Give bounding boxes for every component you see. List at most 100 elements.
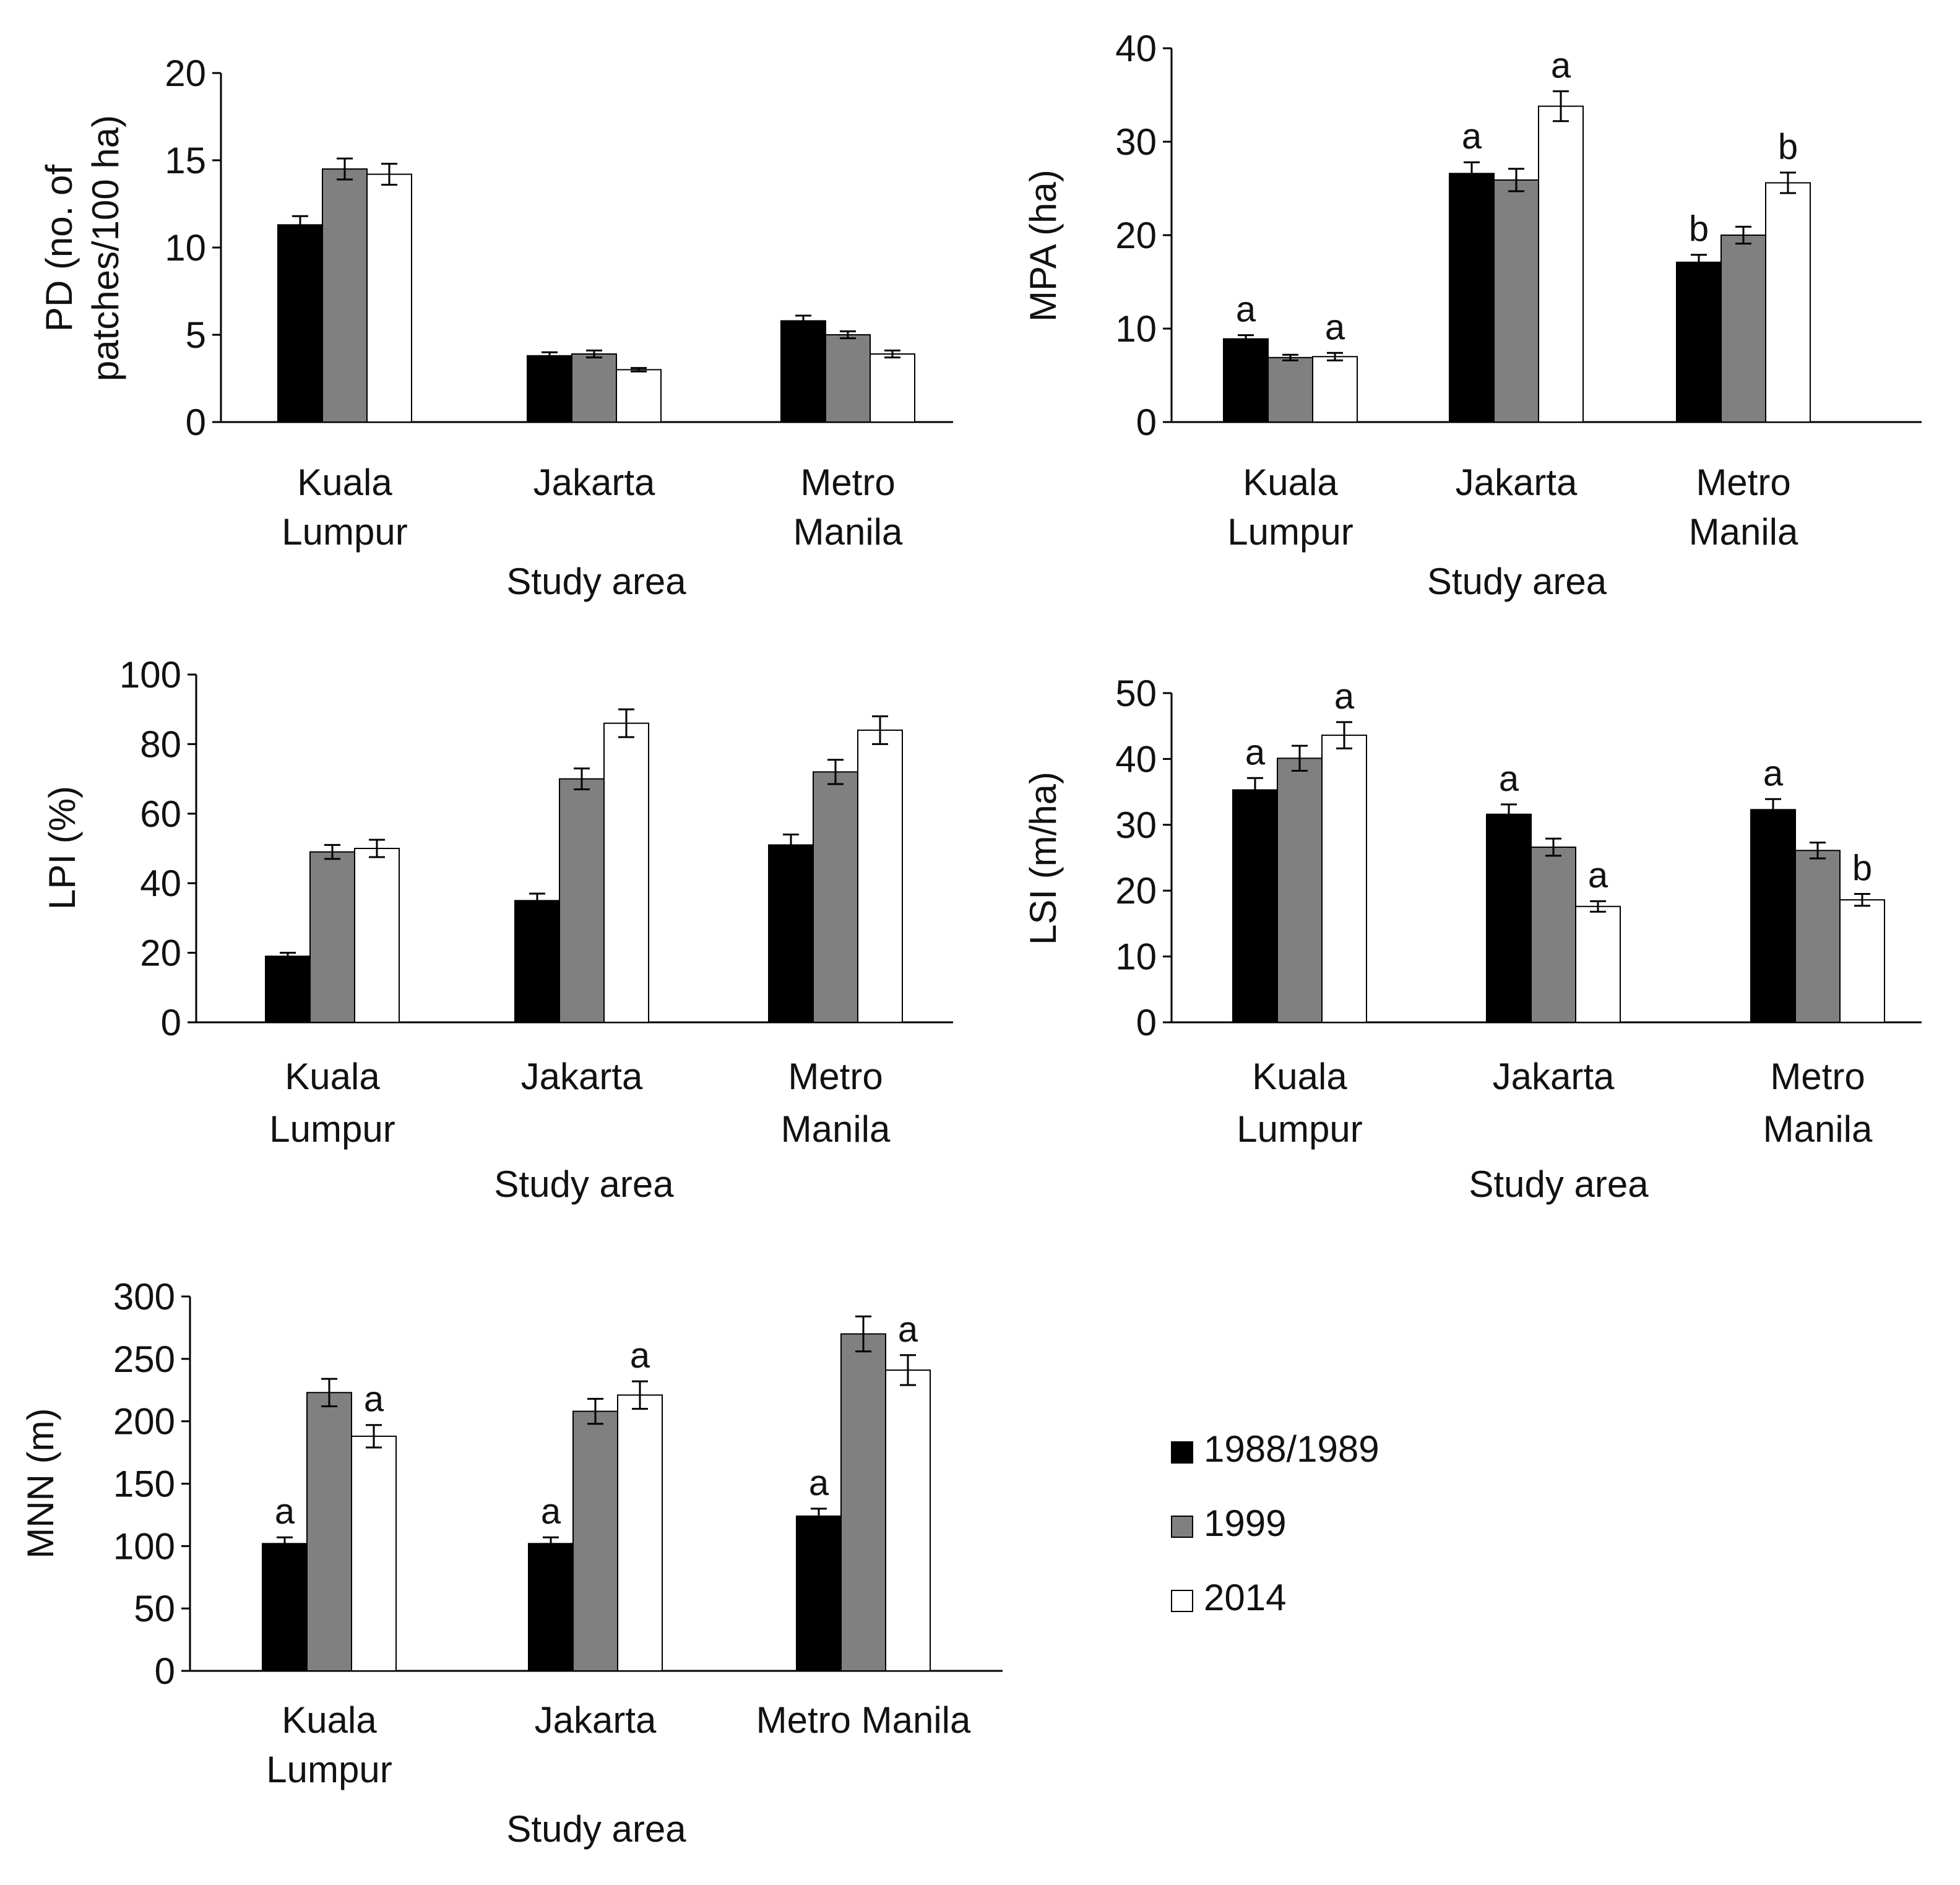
bar-1999-kuala-lumpur [1267, 356, 1313, 423]
category-label-kuala-lumpur: Lumpur [1227, 511, 1353, 553]
x-axis-label: Study area [1427, 561, 1607, 602]
bar-1988-1989-kuala-lumpur [265, 955, 311, 1023]
y-tick-label: 40 [1115, 738, 1157, 780]
x-axis-label: Study area [506, 561, 686, 602]
bar-1988-1989-metro-manila [796, 1515, 842, 1672]
bar-2014-jakarta [616, 369, 662, 423]
category-label-jakarta: Jakarta [1493, 1056, 1615, 1097]
significance-letter: a [1245, 732, 1266, 772]
y-tick-label: 40 [1115, 28, 1157, 69]
bar-2014-jakarta [617, 1394, 663, 1671]
lsi-chart: 0 10 20 30 40 50 LSI (m/ha) Study area Kuala Lump… [1022, 673, 1922, 1205]
y-axis-label: patches/100 ha) [85, 115, 126, 381]
y-tick-label: 200 [113, 1401, 175, 1443]
significance-letter: a [1763, 753, 1784, 793]
bar-1988-1989-jakarta [1449, 173, 1495, 423]
bar-1999-kuala-lumpur [309, 851, 355, 1023]
bar-1999-jakarta [1530, 846, 1576, 1023]
category-label-metro-manila: Metro Manila [756, 1699, 971, 1741]
y-tick-label: 50 [134, 1588, 175, 1629]
legend-swatch-1999 [1171, 1516, 1193, 1538]
y-axis-label: MNN (m) [20, 1408, 61, 1558]
significance-letter: a [1551, 45, 1571, 85]
bar-1999-jakarta [559, 778, 605, 1023]
bar-1988-1989-kuala-lumpur [1232, 789, 1278, 1023]
legend: 1988/1989 1999 2014 [1171, 1428, 1379, 1618]
significance-letter: a [541, 1491, 561, 1532]
category-label-metro-manila: Manila [1689, 511, 1798, 553]
y-tick-label: 20 [1115, 215, 1157, 256]
y-axis-label: PD (no. of [38, 165, 80, 332]
category-label-kuala-lumpur: Lumpur [1237, 1108, 1362, 1150]
y-tick-label: 100 [113, 1525, 175, 1567]
y-tick-label: 20 [1115, 870, 1157, 912]
y-tick-label: 40 [140, 863, 181, 904]
category-label-kuala-lumpur: Kuala [282, 1699, 377, 1741]
x-axis-label: Study area [494, 1163, 674, 1205]
bar-1999-kuala-lumpur [322, 168, 368, 423]
significance-letter: a [364, 1379, 384, 1420]
category-label-kuala-lumpur: Lumpur [269, 1108, 395, 1150]
bar-1988-1989-kuala-lumpur [262, 1543, 308, 1672]
significance-letter: a [275, 1491, 295, 1532]
bar-1999-metro-manila [825, 334, 871, 423]
y-axis-label: MPA (ha) [1022, 170, 1064, 322]
significance-letter: b [1778, 127, 1798, 167]
bar-2014-jakarta [1538, 105, 1584, 423]
x-axis-label: Study area [506, 1808, 686, 1850]
y-tick-label: 300 [113, 1276, 175, 1318]
bar-1988-1989-jakarta [1486, 813, 1532, 1023]
lpi-chart: 0 20 40 60 80 100 LPI (%) Study area Kuala Lumpur… [41, 654, 953, 1205]
y-tick-label: 150 [113, 1464, 175, 1505]
bar-2014-jakarta [603, 722, 649, 1024]
significance-letter: b [1852, 848, 1872, 889]
bar-1988-1989-metro-manila [1676, 261, 1722, 423]
significance-letter: a [1325, 307, 1345, 347]
legend-swatch-1988 [1171, 1441, 1193, 1464]
y-tick-label: 50 [1115, 673, 1157, 714]
bar-1999-metro-manila [1720, 235, 1766, 423]
y-tick-label: 0 [186, 402, 206, 443]
y-tick-label: 5 [186, 314, 206, 356]
bar-1988-1989-metro-manila [780, 320, 826, 423]
bar-1999-jakarta [572, 1410, 618, 1672]
significance-letter: a [1462, 116, 1482, 157]
bar-1999-kuala-lumpur [1277, 757, 1323, 1024]
category-label-metro-manila: Metro [1770, 1056, 1865, 1097]
category-label-jakarta: Jakarta [521, 1056, 643, 1097]
bar-2014-metro-manila [870, 353, 915, 423]
y-tick-label: 20 [140, 933, 181, 974]
significance-letter: a [809, 1463, 829, 1503]
y-tick-label: 250 [113, 1339, 175, 1380]
category-label-kuala-lumpur: Kuala [285, 1056, 380, 1097]
category-label-kuala-lumpur: Lumpur [266, 1749, 392, 1790]
x-axis-label: Study area [1469, 1163, 1649, 1205]
bar-1999-metro-manila [813, 771, 858, 1023]
significance-letter: a [1499, 759, 1519, 799]
bar-1999-kuala-lumpur [306, 1392, 352, 1672]
category-label-metro-manila: Manila [1763, 1108, 1873, 1150]
y-tick-label: 10 [1115, 308, 1157, 350]
significance-letter: a [898, 1309, 918, 1350]
category-label-kuala-lumpur: Kuala [1243, 462, 1338, 503]
category-label-kuala-lumpur: Kuala [297, 462, 392, 503]
significance-letter: a [1334, 676, 1355, 717]
bar-1988-1989-kuala-lumpur [1223, 338, 1269, 423]
bar-2014-metro-manila [857, 729, 903, 1024]
y-tick-label: 30 [1115, 121, 1157, 163]
y-axis-label: LPI (%) [41, 786, 83, 910]
bar-1988-1989-jakarta [528, 1543, 574, 1672]
y-tick-label: 30 [1115, 804, 1157, 846]
y-tick-label: 0 [161, 1002, 181, 1043]
y-tick-label: 0 [155, 1650, 175, 1692]
pd-chart: 0 5 10 15 20 PD (no. of patches/100 ha) Study a… [38, 53, 953, 602]
bar-2014-jakarta [1575, 905, 1621, 1023]
legend-swatch-2014 [1171, 1590, 1193, 1612]
significance-letter: a [630, 1335, 650, 1376]
y-tick-label: 20 [165, 53, 206, 94]
bar-2014-kuala-lumpur [366, 173, 412, 423]
bar-1988-1989-metro-manila [768, 844, 814, 1023]
category-label-metro-manila: Manila [781, 1108, 891, 1150]
category-label-metro-manila: Metro [1696, 462, 1790, 503]
